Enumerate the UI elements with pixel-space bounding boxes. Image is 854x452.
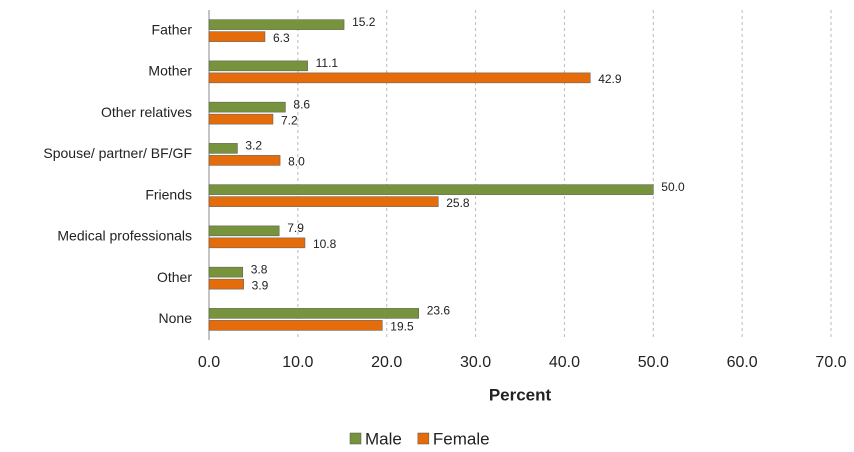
value-label: 10.8 (313, 237, 337, 251)
bar (208, 60, 308, 72)
value-label: 23.6 (427, 304, 451, 318)
x-tick-label: 30.0 (460, 354, 491, 371)
bar (208, 31, 266, 42)
bar (208, 225, 280, 237)
x-tick-label: 70.0 (815, 354, 846, 371)
bar (208, 19, 345, 30)
y-tick-label: Other relatives (101, 104, 192, 120)
bar (208, 143, 238, 154)
legend-label: Female (433, 429, 490, 448)
value-label: 8.6 (293, 97, 310, 111)
value-label: 7.9 (287, 221, 304, 235)
value-label: 19.5 (390, 320, 414, 334)
value-label: 3.2 (245, 139, 262, 153)
x-tick-label: 60.0 (727, 354, 758, 371)
value-label: 50.0 (661, 180, 685, 194)
bar (208, 278, 244, 290)
bar (208, 155, 281, 166)
value-label: 11.1 (316, 56, 339, 70)
bar (208, 184, 654, 195)
x-axis-label: Percent (489, 385, 552, 404)
value-label: 3.8 (251, 262, 268, 276)
bar (208, 113, 274, 125)
y-tick-label: Friends (145, 186, 192, 202)
bar (208, 101, 286, 113)
x-tick-label: 20.0 (371, 354, 402, 371)
bar (208, 196, 439, 207)
y-tick-label: Mother (148, 63, 192, 79)
legend-label: Male (365, 429, 402, 448)
value-label: 25.8 (446, 196, 470, 210)
y-tick-label: Spouse/ partner/ BF/GF (43, 145, 192, 161)
y-tick-label: None (159, 310, 193, 326)
x-tick-label: 10.0 (282, 354, 313, 371)
x-tick-label: 0.0 (198, 354, 220, 371)
x-tick-label: 50.0 (638, 354, 669, 371)
value-label: 6.3 (273, 31, 290, 45)
y-tick-label: Father (152, 21, 193, 37)
x-tick-label: 40.0 (549, 354, 580, 371)
value-label: 8.0 (288, 155, 305, 169)
bar (208, 266, 244, 278)
value-label: 15.2 (352, 15, 376, 29)
y-tick-label: Medical professionals (57, 228, 192, 244)
bar (208, 72, 591, 84)
value-label: 7.2 (281, 113, 298, 127)
legend-swatch (349, 432, 362, 445)
y-tick-label: Other (157, 269, 192, 285)
bar (208, 308, 419, 319)
bar (208, 237, 306, 249)
bar (208, 320, 383, 331)
value-label: 42.9 (598, 72, 622, 86)
legend-swatch (417, 432, 430, 445)
value-label: 3.9 (252, 278, 269, 292)
